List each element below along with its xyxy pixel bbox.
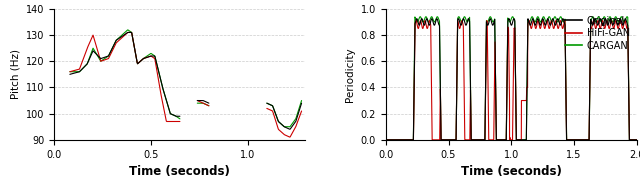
Y-axis label: Pitch (Hz): Pitch (Hz): [11, 49, 20, 99]
Y-axis label: Periodicity: Periodicity: [345, 47, 355, 102]
Legend: Original, HiFi-GAN, CARGAN: Original, HiFi-GAN, CARGAN: [563, 14, 632, 52]
X-axis label: Time (seconds): Time (seconds): [129, 165, 230, 177]
X-axis label: Time (seconds): Time (seconds): [461, 165, 562, 177]
